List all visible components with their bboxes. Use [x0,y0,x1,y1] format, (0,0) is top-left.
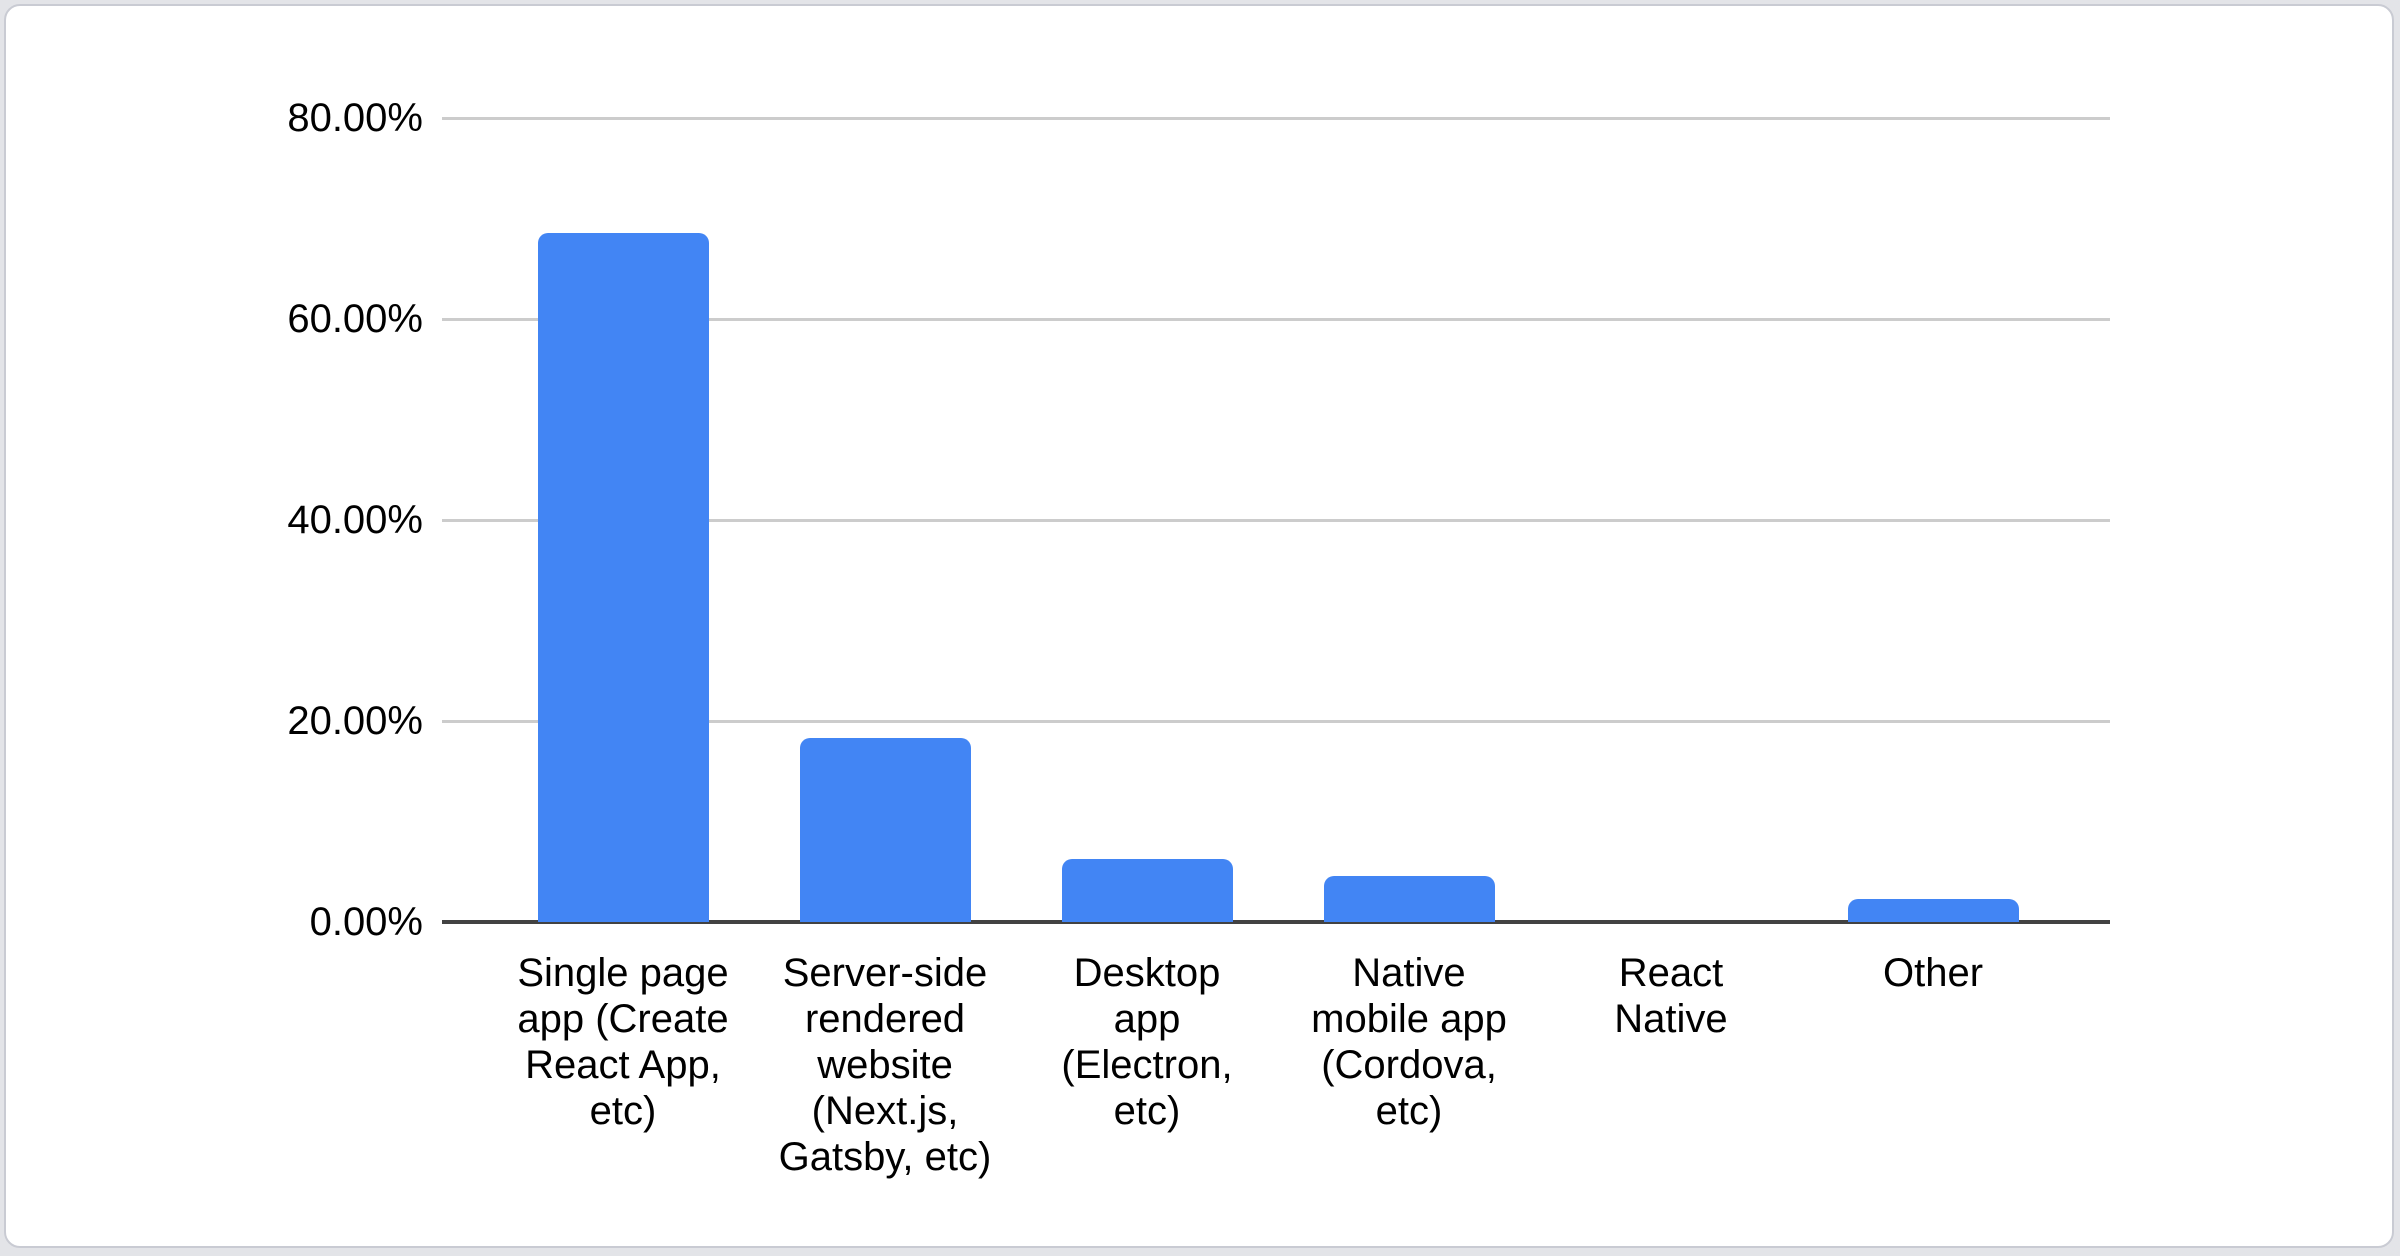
y-axis-tick-label: 40.00% [287,498,423,542]
gridline [442,720,2110,723]
x-axis-line [442,920,2110,924]
gridline [442,318,2110,321]
gridline [442,519,2110,522]
x-category-label: React Native [1614,951,1728,1041]
x-category-label: Single page app (Create React App, etc) [517,951,729,1133]
y-axis-tick-label: 60.00% [287,297,423,341]
y-axis-tick-label: 80.00% [287,96,423,140]
chart-card [4,4,2394,1248]
gridline [442,117,2110,120]
x-category-label: Native mobile app (Cordova, etc) [1311,951,1507,1133]
x-category-label: Desktop app (Electron, etc) [1061,951,1233,1133]
bar-2[interactable] [799,738,971,922]
x-category-label: Server-side rendered website (Next.js, G… [778,951,992,1179]
bar-3[interactable] [1061,859,1233,922]
x-category-label: Other [1882,951,1984,995]
bar-4[interactable] [1323,876,1495,922]
y-axis-tick-label: 0.00% [309,900,423,944]
y-axis-tick-label: 20.00% [287,699,423,743]
bar-6[interactable] [1847,899,2019,922]
bar-1[interactable] [537,233,709,922]
